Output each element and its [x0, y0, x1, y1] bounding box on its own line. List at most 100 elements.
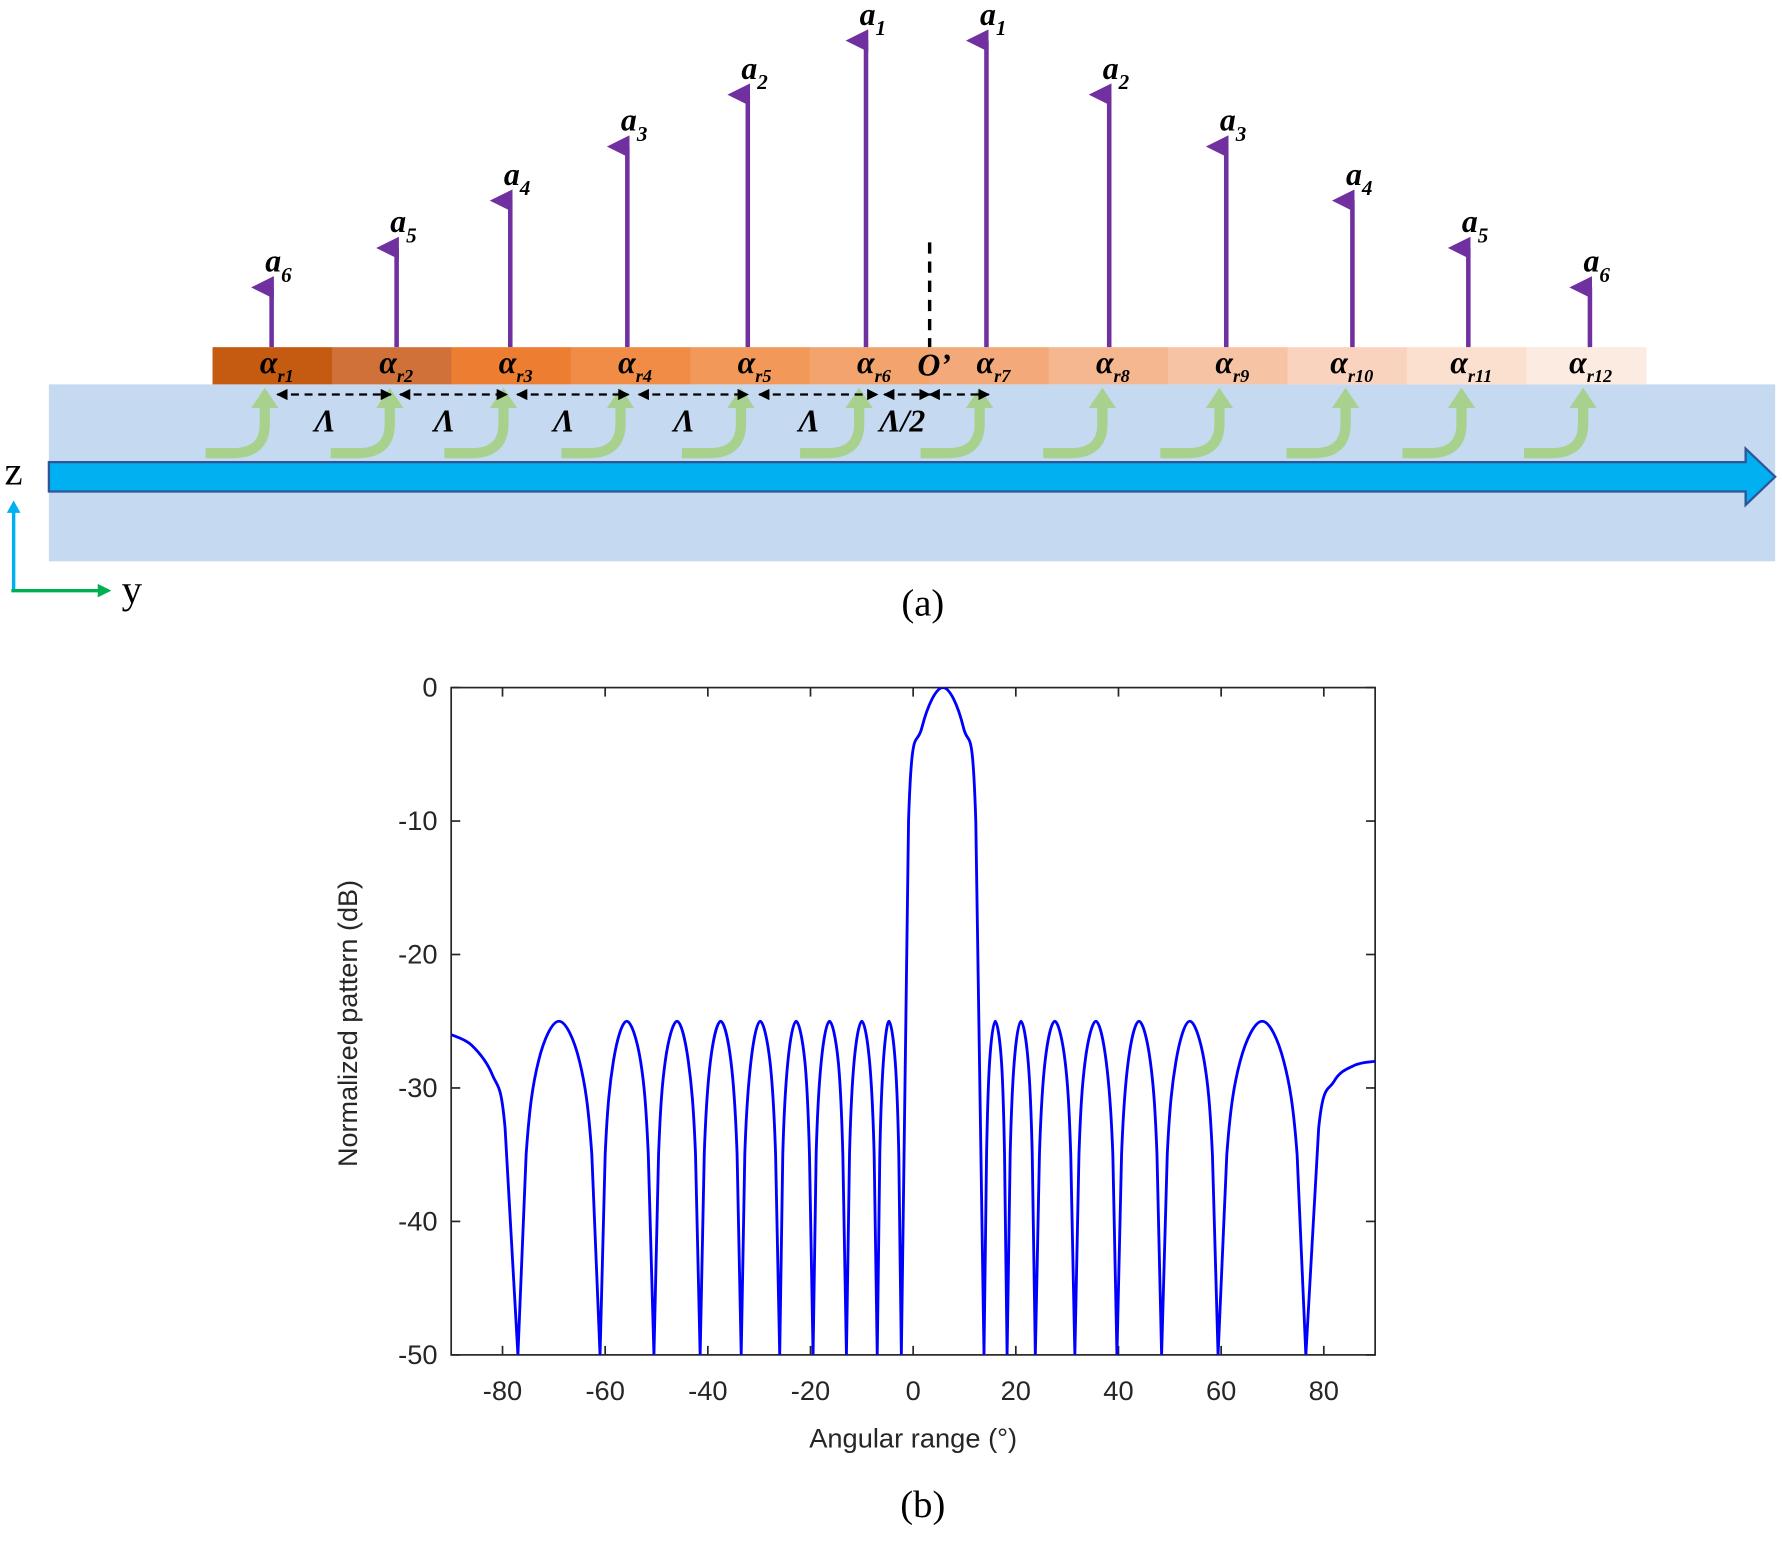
- coupling-arrow: [1160, 405, 1225, 459]
- guided-wave-arrow: [47, 445, 1777, 508]
- amplitude-label-base: a: [621, 103, 637, 138]
- x-tick-label: 60: [1206, 1375, 1236, 1406]
- block-label-sub: r3: [516, 366, 532, 386]
- x-tick-label: -60: [585, 1375, 624, 1406]
- phase-block: [331, 347, 452, 385]
- phase-block: [451, 347, 572, 385]
- spacing-label: Λ/2: [877, 404, 925, 439]
- x-tick-label: 0: [906, 1375, 921, 1406]
- block-label-base: α: [1569, 345, 1587, 380]
- amplitude-label: a2: [741, 51, 768, 94]
- z-arrowhead: [6, 500, 21, 513]
- block-label: αr2: [379, 345, 413, 386]
- block-label-base: α: [1330, 345, 1348, 380]
- y-axis-label: y: [122, 567, 143, 612]
- amplitude-label-sub: 6: [281, 263, 292, 287]
- amplitude-label-base: a: [1220, 103, 1236, 138]
- amplitude-label-sub: 6: [1599, 263, 1610, 287]
- block-label-base: α: [379, 345, 397, 380]
- origin-label: O’: [917, 347, 951, 382]
- phase-block: [929, 347, 1050, 385]
- block-label: αr4: [618, 345, 652, 386]
- plot-frame: [450, 686, 1376, 1356]
- amplitude-label-sub: 1: [996, 16, 1007, 40]
- block-label-sub: r4: [636, 366, 652, 386]
- amplitude-label-sub: 3: [636, 122, 648, 146]
- block-label: αr12: [1569, 345, 1612, 386]
- amplitude-label-base: a: [1584, 244, 1600, 279]
- coupling-arrow: [681, 405, 747, 459]
- amplitude-label-sub: 5: [1478, 223, 1489, 247]
- amplitude-label-sub: 2: [1118, 70, 1130, 94]
- amplitude-label: a1: [980, 0, 1006, 40]
- amplitude-label-base: a: [741, 51, 757, 86]
- y-tick-label: -50: [398, 1339, 437, 1370]
- amplitude-label-base: a: [860, 0, 876, 32]
- block-label-sub: r5: [755, 366, 771, 386]
- amplitude-label-base: a: [980, 0, 996, 32]
- phase-block: [1168, 347, 1289, 385]
- block-label-base: α: [618, 345, 636, 380]
- y-tick-label: -40: [398, 1206, 437, 1237]
- block-label-base: α: [857, 345, 875, 380]
- amplitude-label: a6: [1584, 244, 1611, 287]
- block-label-base: α: [977, 345, 995, 380]
- block-label: αr6: [857, 345, 892, 386]
- y-tick-label: 0: [422, 672, 437, 703]
- phase-block: [1287, 347, 1408, 385]
- amplitude-label: a4: [504, 157, 530, 200]
- x-tick-label: 40: [1103, 1375, 1133, 1406]
- z-axis-label: z: [5, 449, 23, 494]
- amplitude-label: a2: [1103, 51, 1130, 94]
- y-axis-label: Normalized pattern (dB): [332, 880, 363, 1167]
- amplitude-label-base: a: [1462, 204, 1478, 239]
- coupling-arrow: [561, 405, 626, 459]
- amplitude-label-base: a: [1103, 51, 1119, 86]
- coupling-arrowhead: [1088, 387, 1117, 409]
- block-label-sub: r7: [994, 366, 1011, 386]
- amplitude-label: a6: [265, 244, 292, 287]
- spacing-label: Λ: [797, 404, 820, 439]
- coupling-arrow: [800, 405, 865, 459]
- caption: (b): [900, 1484, 945, 1526]
- block-label: αr10: [1330, 345, 1373, 386]
- x-tick-label: -40: [688, 1375, 727, 1406]
- amplitude-label: a3: [1220, 103, 1246, 146]
- coupling-arrow: [1524, 405, 1589, 459]
- amplitude-label-base: a: [390, 204, 406, 239]
- block-label-sub: r8: [1114, 366, 1130, 386]
- coupling-arrow: [1043, 405, 1108, 459]
- phase-block: [1406, 347, 1527, 385]
- pattern-line: [451, 687, 1376, 1355]
- amplitude-label-base: a: [1346, 157, 1362, 192]
- coupling-arrowhead: [1331, 387, 1360, 409]
- amplitude-label: a1: [860, 0, 886, 40]
- block-label: αr1: [260, 345, 294, 386]
- block-label-base: α: [260, 345, 278, 380]
- amplitude-label: a5: [1462, 204, 1488, 247]
- block-label-sub: r9: [1233, 366, 1249, 386]
- amplitude-label-sub: 2: [756, 70, 768, 94]
- amplitude-label-sub: 1: [875, 16, 886, 40]
- phase-block: [1526, 347, 1647, 385]
- y-arrowhead: [97, 583, 112, 598]
- y-tick-label: -20: [398, 939, 437, 970]
- block-label-base: α: [1450, 345, 1468, 380]
- amplitude-label-base: a: [504, 157, 520, 192]
- x-axis-label: Angular range (°): [809, 1422, 1017, 1453]
- x-tick-label: 20: [1001, 1375, 1031, 1406]
- block-label-sub: r2: [397, 366, 413, 386]
- coupling-arrow: [920, 405, 985, 459]
- block-label: αr7: [977, 345, 1012, 386]
- phase-block: [690, 347, 811, 385]
- x-tick-label: -80: [483, 1375, 522, 1406]
- amplitude-label-sub: 3: [1235, 122, 1247, 146]
- amplitude-label-sub: 4: [519, 176, 531, 200]
- phase-block: [570, 347, 691, 385]
- block-label: αr8: [1096, 345, 1130, 386]
- coupling-arrow: [330, 405, 395, 459]
- block-label-base: α: [499, 345, 517, 380]
- block-label-base: α: [1096, 345, 1114, 380]
- block-label-sub: r1: [277, 366, 293, 386]
